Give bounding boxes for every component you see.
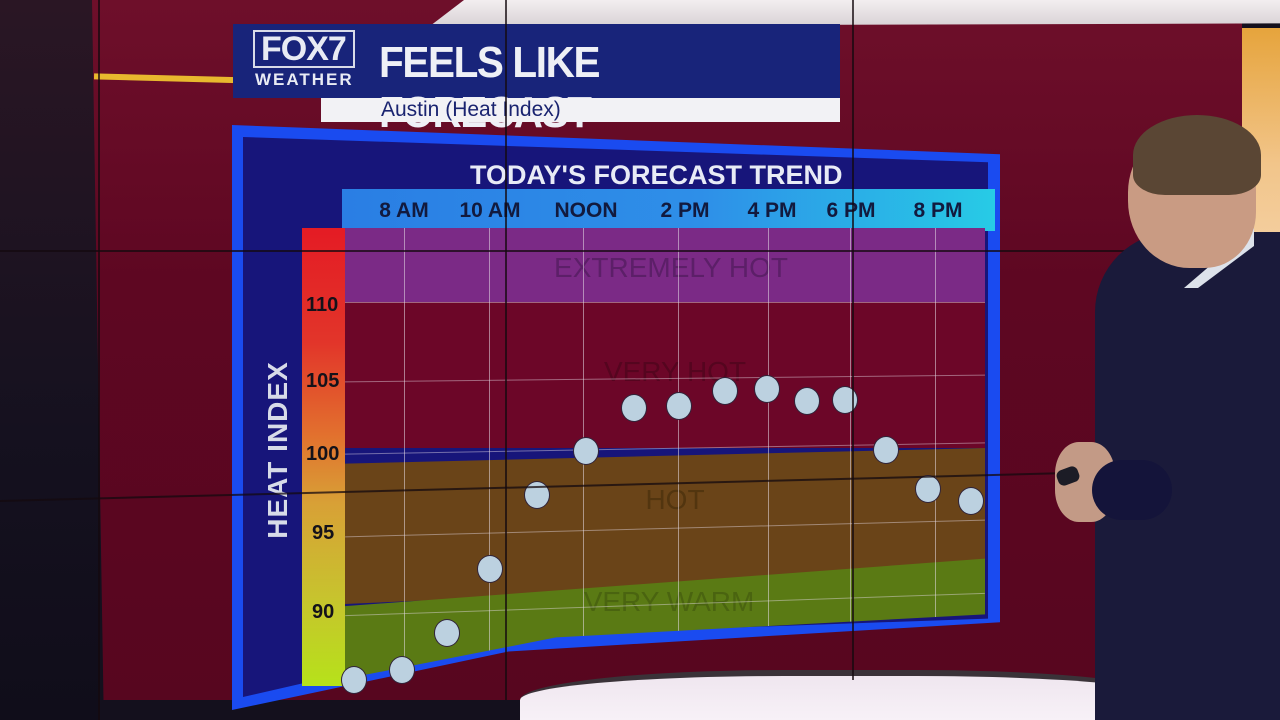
data-point-noon xyxy=(573,437,599,465)
data-point-3pm xyxy=(712,377,738,405)
y-tick-label: 90 xyxy=(312,601,335,623)
band-extremely-hot xyxy=(345,228,985,302)
wall-seam xyxy=(852,0,854,680)
y-tick-label: 110 xyxy=(306,294,339,316)
wall-seam xyxy=(0,250,1160,252)
data-point-4pm xyxy=(754,375,780,403)
x-tick-label: 10 AM xyxy=(459,199,521,222)
page-title: FEELS LIKE FORECAST xyxy=(379,38,600,137)
gridline-vertical xyxy=(768,228,769,679)
chart-title: TODAY'S FORECAST TREND xyxy=(470,160,843,190)
wall-seam xyxy=(98,0,100,720)
data-point-6pm xyxy=(832,386,858,414)
gridline-vertical xyxy=(404,228,405,679)
x-axis-band xyxy=(342,189,995,231)
y-tick-label: 105 xyxy=(306,370,340,392)
data-point-1pm xyxy=(621,394,647,422)
page-subtitle: Austin (Heat Index) xyxy=(381,98,561,121)
data-point-5pm xyxy=(794,387,820,415)
data-point-8pm xyxy=(915,475,941,503)
gridline-vertical xyxy=(489,228,490,679)
gridline-vertical xyxy=(850,228,851,679)
data-point-7pm xyxy=(873,436,899,464)
x-tick-label: NOON xyxy=(554,199,618,222)
logo-frame xyxy=(253,30,355,68)
band-label-extremely-hot: EXTREMELY HOT xyxy=(554,252,788,283)
data-point-10am xyxy=(477,555,503,583)
x-tick-label: 8 AM xyxy=(379,199,429,222)
data-point-2pm xyxy=(666,392,692,420)
studio-background-left xyxy=(0,0,100,720)
subtitle-bar: Austin (Heat Index) xyxy=(321,98,840,122)
data-point-9pm xyxy=(958,487,984,515)
header-graphic: FOX7 WEATHER FEELS LIKE FORECAST Austin … xyxy=(233,24,840,137)
data-point-8am xyxy=(389,656,415,684)
studio-ceiling xyxy=(430,0,1280,26)
y-tick-label: 100 xyxy=(306,443,340,465)
presenter-hair xyxy=(1133,115,1261,195)
band-very-hot xyxy=(345,302,985,448)
data-point-7am xyxy=(341,666,367,694)
y-tick-label: 95 xyxy=(312,522,335,544)
station-logo: FOX7 xyxy=(261,30,347,68)
y-axis-color-scale xyxy=(302,228,345,686)
studio-floor-light xyxy=(520,670,1180,720)
band-label-very-warm: VERY WARM xyxy=(583,586,755,617)
gridline-110 xyxy=(345,302,985,303)
gridline-vertical xyxy=(935,228,936,679)
x-tick-label: 4 PM xyxy=(747,199,797,222)
gridline-vertical xyxy=(678,228,679,679)
x-tick-label: 8 PM xyxy=(913,199,963,222)
x-tick-label: 6 PM xyxy=(826,199,876,222)
y-axis-title: HEAT INDEX xyxy=(262,361,293,539)
title-bar: FOX7 WEATHER FEELS LIKE FORECAST xyxy=(233,24,840,137)
presenter-sleeve xyxy=(1092,460,1172,520)
data-point-9am xyxy=(434,619,460,647)
x-tick-label: 2 PM xyxy=(660,199,710,222)
band-label-hot: HOT xyxy=(645,484,705,515)
station-logo-sub: WEATHER xyxy=(255,70,354,89)
wall-seam xyxy=(505,0,507,700)
